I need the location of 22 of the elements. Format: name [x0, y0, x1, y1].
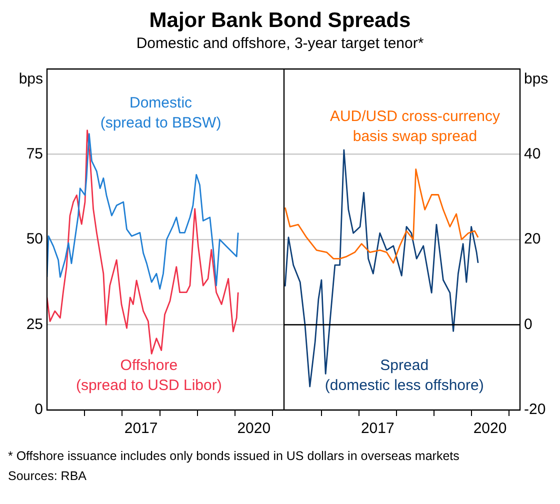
y-tick-label: 25 [26, 316, 43, 333]
x-tick-label: 2020 [473, 420, 507, 438]
y2-tick-label: 0 [524, 316, 532, 333]
x-tick-label: 2020 [237, 420, 271, 438]
text: AUD/USD cross-currency basis swap spread [330, 108, 500, 146]
series-label: Domestic (spread to BBSW) [100, 94, 222, 132]
text: * Offshore issuance includes only bonds issued in US dollars in overseas markets [8, 448, 460, 464]
y-tick-label: 75 [26, 145, 43, 162]
y-tick-label: 50 [26, 230, 43, 248]
y-axis-title: bps [18, 70, 43, 88]
y2-axis-title: bps [524, 70, 548, 88]
x-tick-label: 2017 [360, 420, 394, 438]
y-tick-label: 0 [34, 401, 43, 418]
x-tick-label: 2017 [124, 420, 158, 438]
chart-subtitle: Domestic and offshore, 3-year target tenor* [135, 34, 425, 54]
y2-tick-label: 40 [524, 145, 541, 162]
chart-title: Major Bank Bond Spreads [148, 8, 412, 34]
series-label: Spread (domestic less offshore) [324, 357, 484, 394]
source-note: Sources: RBA [8, 468, 88, 484]
series-label: Offshore (spread to USD Libor) [76, 357, 222, 394]
y2-tick-label: -20 [524, 401, 546, 418]
y2-tick-label: 20 [524, 230, 541, 248]
